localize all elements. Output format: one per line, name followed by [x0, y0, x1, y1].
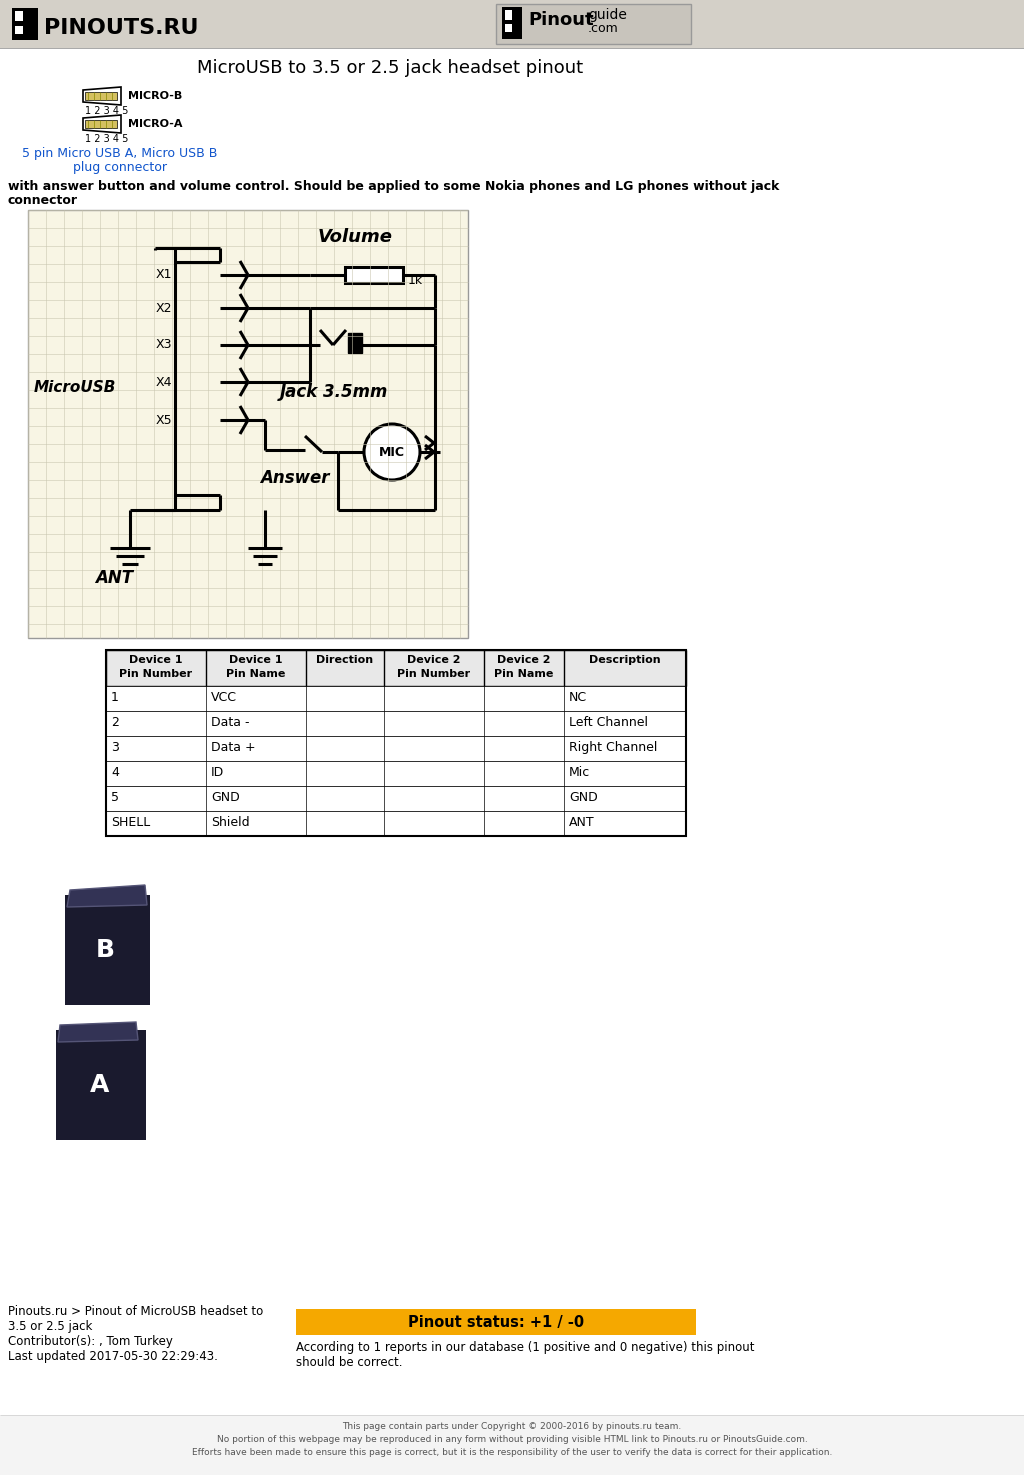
- Bar: [56, 1030, 146, 1140]
- Text: guide: guide: [588, 7, 627, 22]
- Bar: [106, 650, 686, 686]
- Text: X5: X5: [156, 413, 172, 426]
- Bar: [0, 1415, 1024, 1475]
- Text: Data +: Data +: [211, 740, 256, 754]
- Text: PINOUTS.RU: PINOUTS.RU: [44, 18, 199, 38]
- Text: Pin Number: Pin Number: [397, 670, 471, 678]
- Bar: [85, 91, 117, 100]
- Text: MIC: MIC: [379, 445, 406, 459]
- Text: Last updated 2017-05-30 22:29:43.: Last updated 2017-05-30 22:29:43.: [8, 1350, 218, 1363]
- Polygon shape: [67, 885, 147, 907]
- Text: 2: 2: [111, 715, 119, 729]
- Text: GND: GND: [211, 791, 240, 804]
- Text: 1 2 3 4 5: 1 2 3 4 5: [85, 134, 128, 145]
- Text: X3: X3: [156, 338, 172, 351]
- Text: Pin Name: Pin Name: [226, 670, 286, 678]
- Text: plug connector: plug connector: [73, 161, 167, 174]
- Bar: [106, 761, 686, 786]
- Text: 3: 3: [111, 740, 119, 754]
- Bar: [106, 650, 686, 836]
- Bar: [12, 7, 38, 40]
- Text: According to 1 reports in our database (1 positive and 0 negative) this pinout: According to 1 reports in our database (…: [296, 1341, 755, 1354]
- Text: MicroUSB to 3.5 or 2.5 jack headset pinout: MicroUSB to 3.5 or 2.5 jack headset pino…: [197, 59, 583, 77]
- Text: Device 1: Device 1: [129, 655, 182, 665]
- Text: 4: 4: [111, 766, 119, 779]
- Text: B: B: [95, 938, 115, 962]
- Text: Device 1: Device 1: [229, 655, 283, 665]
- Bar: [502, 7, 522, 38]
- Text: Pinout: Pinout: [528, 10, 594, 30]
- Text: SHELL: SHELL: [111, 816, 151, 829]
- Bar: [0, 0, 1024, 49]
- Bar: [106, 736, 686, 761]
- Text: This page contain parts under Copyright © 2000-2016 by pinouts.ru team.: This page contain parts under Copyright …: [342, 1422, 682, 1431]
- Text: Data -: Data -: [211, 715, 250, 729]
- Bar: [15, 10, 23, 21]
- Text: Pin Number: Pin Number: [120, 670, 193, 678]
- Text: 3.5 or 2.5 jack: 3.5 or 2.5 jack: [8, 1320, 92, 1333]
- Bar: [106, 811, 686, 836]
- Text: MicroUSB: MicroUSB: [34, 381, 117, 395]
- Text: MICRO-B: MICRO-B: [128, 91, 182, 100]
- Text: MICRO-A: MICRO-A: [128, 119, 182, 128]
- Bar: [505, 10, 512, 21]
- Circle shape: [364, 423, 420, 479]
- Bar: [106, 786, 686, 811]
- Text: Pin Name: Pin Name: [495, 670, 554, 678]
- Text: 1 2 3 4 5: 1 2 3 4 5: [85, 106, 128, 117]
- Text: 1: 1: [111, 690, 119, 704]
- Text: Pinouts.ru > Pinout of MicroUSB headset to: Pinouts.ru > Pinout of MicroUSB headset …: [8, 1305, 263, 1319]
- Bar: [65, 895, 150, 1004]
- Text: Shield: Shield: [211, 816, 250, 829]
- Polygon shape: [58, 1022, 138, 1041]
- Text: VCC: VCC: [211, 690, 237, 704]
- Text: X2: X2: [156, 301, 172, 314]
- Text: should be correct.: should be correct.: [296, 1356, 402, 1369]
- Text: Left Channel: Left Channel: [569, 715, 648, 729]
- Text: Answer: Answer: [260, 469, 330, 487]
- Text: NC: NC: [569, 690, 587, 704]
- Text: connector: connector: [8, 195, 78, 207]
- Text: Jack 3.5mm: Jack 3.5mm: [280, 384, 388, 401]
- Text: X1: X1: [156, 268, 172, 282]
- Text: Device 2: Device 2: [408, 655, 461, 665]
- Text: X4: X4: [156, 376, 172, 388]
- Bar: [496, 4, 691, 44]
- Bar: [106, 711, 686, 736]
- Text: Contributor(s): , Tom Turkey: Contributor(s): , Tom Turkey: [8, 1335, 173, 1348]
- Text: Pinout status: +1 / -0: Pinout status: +1 / -0: [408, 1314, 584, 1329]
- Text: ID: ID: [211, 766, 224, 779]
- Bar: [348, 333, 362, 353]
- Text: 5 pin Micro USB A, Micro USB B: 5 pin Micro USB A, Micro USB B: [23, 148, 218, 159]
- Text: Direction: Direction: [316, 655, 374, 665]
- Bar: [106, 686, 686, 711]
- Text: 1k: 1k: [408, 274, 423, 288]
- Bar: [28, 209, 468, 639]
- Text: Right Channel: Right Channel: [569, 740, 657, 754]
- Text: Description: Description: [589, 655, 660, 665]
- Text: No portion of this webpage may be reproduced in any form without providing visib: No portion of this webpage may be reprod…: [217, 1435, 807, 1444]
- Bar: [15, 27, 23, 34]
- Text: Efforts have been made to ensure this page is correct, but it is the responsibil: Efforts have been made to ensure this pa…: [191, 1448, 833, 1457]
- Bar: [505, 24, 512, 32]
- Text: .com: .com: [588, 22, 618, 35]
- Text: Device 2: Device 2: [498, 655, 551, 665]
- Text: Mic: Mic: [569, 766, 590, 779]
- Text: Volume: Volume: [318, 229, 393, 246]
- Text: ANT: ANT: [95, 569, 133, 587]
- Bar: [85, 119, 117, 128]
- Text: 5: 5: [111, 791, 119, 804]
- Bar: [345, 267, 403, 283]
- Text: GND: GND: [569, 791, 598, 804]
- Bar: [296, 1308, 696, 1335]
- Text: ANT: ANT: [569, 816, 595, 829]
- Text: with answer button and volume control. Should be applied to some Nokia phones an: with answer button and volume control. S…: [8, 180, 779, 193]
- Text: A: A: [90, 1072, 110, 1097]
